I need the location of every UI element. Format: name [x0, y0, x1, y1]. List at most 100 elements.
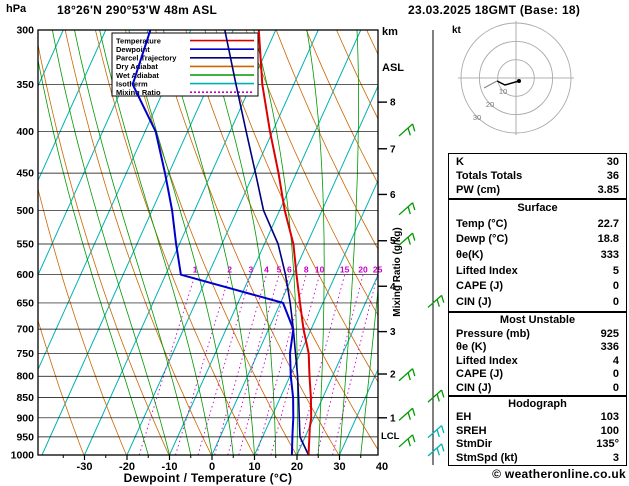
stat-label: Pressure (mb)	[456, 327, 530, 340]
isotherm-line	[38, 30, 192, 371]
pressure-tick-label: 950	[16, 431, 34, 443]
stat-label: θe(K)	[456, 249, 484, 262]
stats-box-most-unstable: Most Unstable Pressure (mb) 925 θe (K) 336 L…	[448, 312, 627, 396]
station-title: 18°26'N 290°53'W 48m ASL	[57, 3, 218, 17]
pressure-tick-label: 300	[16, 25, 34, 37]
section-title-surface: Surface	[517, 202, 558, 214]
km-label: km	[382, 26, 398, 38]
stat-value: 3	[612, 451, 619, 464]
stat-value: 4	[612, 354, 619, 367]
pressure-tick-label: 650	[16, 297, 34, 309]
isotherm-line	[254, 179, 378, 455]
stat-row: CIN (J) 0	[449, 382, 626, 396]
isotherm-line	[211, 84, 378, 455]
wind-barb-staff	[427, 443, 443, 457]
stat-label: CAPE (J)	[456, 280, 504, 293]
legend-label: Parcel Trajectory	[116, 54, 177, 63]
wind-barb-flag	[407, 206, 411, 215]
stat-label: Totals Totals	[456, 170, 523, 182]
hodograph-ring-10kt	[497, 59, 535, 97]
wind-barb-flag	[407, 236, 411, 245]
hodograph-ring-label: 20	[486, 100, 494, 109]
wind-barb-staff	[398, 434, 414, 448]
isotherm-line	[84, 30, 277, 455]
stat-label: StmSpd (kt)	[456, 451, 518, 464]
wind-barb-staff	[427, 389, 443, 403]
temp-tick-label: 0	[209, 461, 215, 473]
stats-box-hodograph: Hodograph EH 103 SREH 100 StmDir 135° StmSpd (…	[448, 396, 627, 466]
wind-barb-flag	[440, 389, 445, 398]
mixing-ratio-label: 4	[264, 265, 269, 275]
wind-barb-flag	[411, 408, 416, 416]
stat-label: Lifted Index	[456, 264, 518, 277]
legend-label: Mixing Ratio	[116, 88, 161, 97]
axes-layer: 3003504004505005506006507007508008509009…	[11, 25, 403, 474]
pressure-tick-label: 400	[16, 126, 34, 138]
temp-tick-label: 20	[291, 461, 303, 473]
stat-value: 135°	[596, 438, 619, 451]
temp-tick-label: 40	[376, 461, 388, 473]
stat-row: K 30	[449, 155, 626, 169]
isotherm-line	[169, 30, 362, 455]
stat-label: θe (K)	[456, 341, 487, 353]
temp-tick-label: 10	[248, 461, 260, 473]
plot-border	[37, 29, 379, 456]
stat-label: PW (cm)	[456, 184, 500, 196]
mixing-ratio-label: 5	[277, 265, 282, 275]
mixing-ratio-line	[332, 274, 378, 455]
stat-value: 3.85	[597, 184, 619, 196]
stat-row: Lifted Index 4	[449, 355, 626, 369]
copyright: © weatheronline.co.uk	[492, 467, 626, 481]
wind-barb-staff	[427, 294, 443, 308]
stat-row: Pressure (mb) 925	[449, 328, 626, 342]
section-title-most-unstable: Most Unstable	[499, 314, 576, 326]
legend-label: Wet Adiabat	[116, 71, 159, 80]
wind-barb-staff	[398, 368, 414, 382]
datetime-title: 23.03.2025 18GMT (Base: 18)	[408, 3, 581, 17]
legend-label: Dry Adiabat	[116, 62, 158, 71]
wind-barb-flag	[411, 123, 416, 132]
stat-value: 36	[606, 170, 619, 182]
legend-box	[111, 32, 259, 97]
wind-barb-flag	[407, 127, 411, 136]
stat-value: 18.8	[597, 233, 619, 246]
sounding-curves	[131, 30, 313, 455]
pressure-tick-label: 850	[16, 392, 34, 404]
stat-row: PW (cm) 3.85	[449, 183, 626, 197]
stat-label: Temp (°C)	[456, 217, 508, 230]
mixing-ratio-label: 15	[340, 265, 350, 275]
wet-adiabat-line	[339, 30, 359, 455]
stat-value: 0	[612, 381, 619, 394]
hodograph: kt 10 20 30	[452, 21, 574, 135]
hodograph-ring-label: 30	[473, 113, 481, 122]
km-asl-header: km ASL	[382, 2, 404, 98]
wind-barb-flag	[407, 372, 411, 381]
wind-barb-flag	[407, 438, 411, 447]
wind-barb-staff	[398, 123, 414, 137]
dry-adiabat-line	[305, 30, 378, 185]
mixing-ratio-axis-label: Mixing Ratio (g/kg)	[392, 227, 403, 316]
wet-adiabat-line	[253, 30, 298, 455]
pressure-tick-label: 700	[16, 324, 34, 336]
pressure-tick-label: 900	[16, 412, 34, 424]
stat-row: EH 103	[449, 411, 626, 424]
wind-barb-staff	[427, 425, 443, 439]
mixing-ratio-label: 8	[304, 265, 309, 275]
stat-value: 925	[600, 327, 619, 340]
km-tick-label: 6	[390, 190, 396, 201]
stat-label: CIN (J)	[456, 296, 492, 309]
stat-label: SREH	[456, 424, 487, 437]
stat-value: 0	[612, 296, 619, 309]
pressure-tick-label: 1000	[11, 450, 35, 462]
stat-label: Dewp (°C)	[456, 233, 509, 246]
pressure-tick-label: 350	[16, 79, 34, 91]
km-tick-label: 8	[390, 98, 396, 109]
isotherm-line	[41, 30, 234, 455]
stat-row: θe(K) 333	[449, 248, 626, 264]
x-axis-title: Dewpoint / Temperature (°C)	[123, 471, 293, 485]
legend-label: Temperature	[116, 36, 161, 45]
mixing-ratio-label: 3	[249, 265, 254, 275]
stat-value: 336	[600, 341, 619, 353]
km-tick-label: 5	[390, 236, 396, 247]
